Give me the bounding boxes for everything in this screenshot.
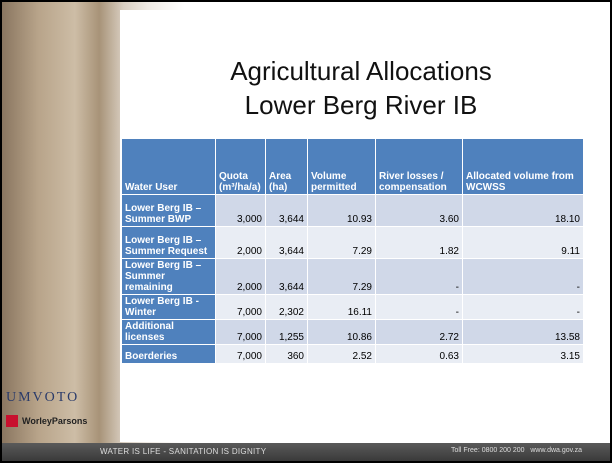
data-cell: 2.72 — [375, 319, 463, 345]
row-label: Lower Berg IB - Winter — [121, 294, 216, 320]
data-cell: 360 — [265, 344, 308, 364]
data-cell: 10.86 — [307, 319, 376, 345]
data-cell: 1,255 — [265, 319, 308, 345]
slide-title: Agricultural Allocations Lower Berg Rive… — [120, 54, 602, 122]
data-cell: 7,000 — [215, 294, 266, 320]
data-cell: - — [462, 294, 584, 320]
row-label: Lower Berg IB – Summer BWP — [121, 194, 216, 227]
data-cell: 2.52 — [307, 344, 376, 364]
data-cell: 16.11 — [307, 294, 376, 320]
data-cell: 0.63 — [375, 344, 463, 364]
data-cell: 2,000 — [215, 226, 266, 259]
header-cell: Quota (m³/ha/a) — [215, 138, 266, 195]
row-label: Boerderies — [121, 344, 216, 364]
data-cell: - — [375, 294, 463, 320]
table-row: Lower Berg IB – Summer remaining 2,000 3,6… — [121, 258, 584, 295]
data-cell: 3,644 — [265, 258, 308, 295]
row-label: Additional licenses — [121, 319, 216, 345]
data-cell: 3,644 — [265, 194, 308, 227]
title-line: Agricultural Allocations — [230, 56, 492, 86]
table-row: Boerderies 7,000 360 2.52 0.63 3.15 — [121, 344, 584, 364]
data-cell: 7.29 — [307, 226, 376, 259]
data-cell: 13.58 — [462, 319, 584, 345]
data-cell: - — [375, 258, 463, 295]
umvoto-logo: UMVOTO — [6, 390, 80, 405]
data-cell: 3,000 — [215, 194, 266, 227]
header-cell: River losses / compensation — [375, 138, 463, 195]
data-cell: 18.10 — [462, 194, 584, 227]
table-row: Lower Berg IB – Summer Request 2,000 3,644… — [121, 226, 584, 259]
table-body: Lower Berg IB – Summer BWP 3,000 3,644 10.9… — [121, 194, 584, 364]
header-row: Water User Quota (m³/ha/a) Area (ha) Volume… — [121, 138, 584, 195]
data-cell: 3,644 — [265, 226, 308, 259]
header-cell: Volume permitted — [307, 138, 376, 195]
footer-bar: WATER IS LIFE - SANITATION IS DIGNITY To… — [2, 443, 610, 461]
data-cell: 2,000 — [215, 258, 266, 295]
data-cell: 3.15 — [462, 344, 584, 364]
header-cell: Area (ha) — [265, 138, 308, 195]
table-row: Lower Berg IB – Summer BWP 3,000 3,644 10.9… — [121, 194, 584, 227]
row-label: Lower Berg IB – Summer Request — [121, 226, 216, 259]
logo-text: WorleyParsons — [22, 416, 88, 426]
footer-slogan: WATER IS LIFE - SANITATION IS DIGNITY — [100, 447, 267, 456]
data-cell: 7,000 — [215, 319, 266, 345]
footer-contact: Toll Free: 0800 200 200 www.dwa.gov.za — [450, 447, 582, 454]
title-line: Lower Berg River IB — [244, 90, 478, 120]
allocation-table: Water User Quota (m³/ha/a) Area (ha) Volume… — [121, 138, 584, 364]
worleyparsons-logo: WorleyParsons — [6, 415, 87, 427]
data-cell: 3.60 — [375, 194, 463, 227]
header-cell: Allocated volume from WCWSS — [462, 138, 584, 195]
data-cell: 7.29 — [307, 258, 376, 295]
data-cell: 1.82 — [375, 226, 463, 259]
row-label: Lower Berg IB – Summer remaining — [121, 258, 216, 295]
data-cell: - — [462, 258, 584, 295]
logo-icon — [6, 415, 18, 427]
data-cell: 9.11 — [462, 226, 584, 259]
data-cell: 2,302 — [265, 294, 308, 320]
header-cell: Water User — [121, 138, 216, 195]
table-row: Additional licenses 7,000 1,255 10.86 2.72 13… — [121, 319, 584, 345]
data-cell: 10.93 — [307, 194, 376, 227]
table-row: Lower Berg IB - Winter 7,000 2,302 16.11- - — [121, 294, 584, 320]
data-cell: 7,000 — [215, 344, 266, 364]
